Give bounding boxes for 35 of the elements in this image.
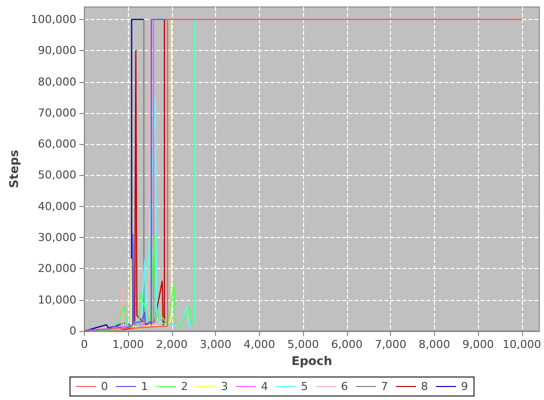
y-tick-label: 90,000	[38, 44, 76, 58]
x-tick-label: 10,000	[502, 338, 542, 351]
y-tick-label: 0	[69, 324, 76, 338]
legend-label: 0	[101, 380, 108, 393]
legend-label: 4	[261, 380, 268, 393]
legend-label: 2	[181, 380, 188, 393]
legend-label: 7	[380, 380, 388, 393]
x-tick-label: 6,000	[331, 338, 363, 351]
x-tick-label: 3,000	[200, 338, 232, 351]
y-tick-label: 60,000	[38, 138, 76, 151]
legend-label: 9	[460, 380, 468, 393]
y-tick-label: 20,000	[38, 262, 76, 276]
y-tick-label: 10,000	[38, 293, 76, 306]
x-tick-label: 2,000	[156, 338, 188, 351]
x-tick-label: 7,000	[374, 338, 406, 351]
y-tick-label: 30,000	[38, 231, 76, 244]
y-tick-label: 80,000	[38, 75, 76, 88]
y-tick-label: 100,000	[30, 12, 76, 26]
x-tick-label: 0	[80, 338, 88, 351]
legend-label: 6	[341, 380, 348, 393]
x-tick-label: 8,000	[418, 338, 450, 351]
x-axis-title: Epoch	[292, 354, 332, 368]
legend-label: 1	[141, 380, 148, 393]
y-tick-label: 50,000	[38, 168, 76, 182]
x-tick-label: 9,000	[462, 338, 494, 351]
line-series	[84, 18, 522, 331]
x-tick-label: 1,000	[112, 338, 144, 351]
y-axis-title: Steps	[7, 150, 21, 188]
x-tick-label: 5,000	[287, 338, 319, 351]
x-tick-label: 4,000	[244, 338, 276, 351]
legend-label: 8	[420, 380, 428, 393]
y-tick-label: 70,000	[38, 106, 76, 120]
legend-label: 3	[221, 380, 228, 393]
legend-label: 5	[301, 380, 308, 393]
y-tick-label: 40,000	[38, 200, 76, 213]
